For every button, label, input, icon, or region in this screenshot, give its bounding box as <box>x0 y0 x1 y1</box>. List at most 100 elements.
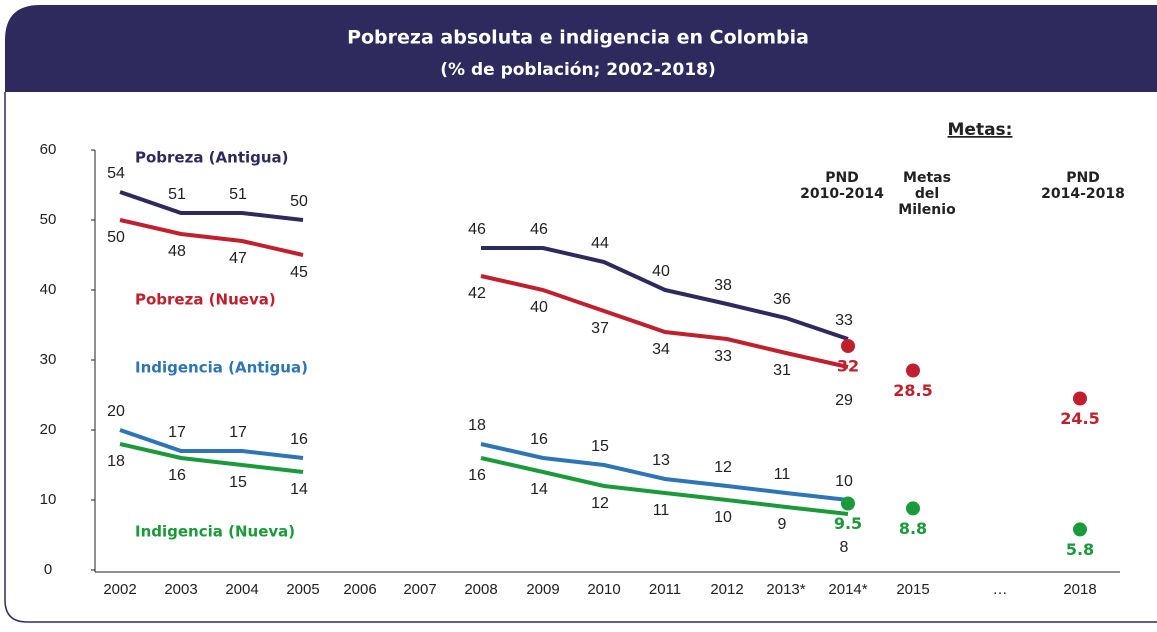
target-label: 28.5 <box>893 381 932 400</box>
series-line <box>119 218 849 369</box>
data-label: 12 <box>591 495 609 512</box>
data-label: 50 <box>107 229 125 246</box>
y-tick-label: 20 <box>40 421 57 438</box>
annotation: Metas <box>903 170 951 186</box>
data-label: 18 <box>107 453 125 470</box>
series-label: Indigencia (Antigua) <box>135 359 308 377</box>
x-tick-label: 2018 <box>1063 581 1096 598</box>
data-label: 31 <box>773 362 791 379</box>
data-label: 33 <box>835 312 853 329</box>
target-dot <box>1073 522 1087 537</box>
chart-subtitle: (% de población; 2002-2018) <box>440 60 716 80</box>
data-label: 51 <box>229 186 247 203</box>
annotation: Milenio <box>898 202 956 218</box>
series-line <box>119 190 849 341</box>
data-label: 16 <box>168 467 186 484</box>
x-tick-label: 2015 <box>896 581 929 598</box>
data-label: 14 <box>290 481 308 498</box>
x-tick-label: 2006 <box>343 581 376 598</box>
x-tick-label: 2007 <box>403 581 436 598</box>
y-tick-label: 50 <box>40 211 57 228</box>
x-tick-label: 2005 <box>286 581 319 598</box>
data-label: 10 <box>835 473 853 490</box>
data-label: 48 <box>168 243 186 260</box>
data-label: 11 <box>774 466 791 483</box>
x-tick-label: 2010 <box>587 581 620 598</box>
y-tick-label: 10 <box>40 491 57 508</box>
x-tick-label: 2012 <box>710 581 743 598</box>
data-label: 40 <box>652 263 670 280</box>
data-label: 36 <box>773 291 791 308</box>
data-label: 18 <box>468 417 486 434</box>
data-label: 15 <box>591 438 609 455</box>
y-tick-label: 0 <box>44 561 52 578</box>
data-label: 54 <box>107 165 125 182</box>
data-label: 17 <box>168 424 186 441</box>
x-tick-label: 2008 <box>464 581 497 598</box>
annotation: 2010-2014 <box>800 186 884 202</box>
data-label: 14 <box>530 481 548 498</box>
target-label: 5.8 <box>1066 540 1094 559</box>
x-tick-label: 2002 <box>103 581 136 598</box>
data-label: 16 <box>290 431 308 448</box>
target-label: 24.5 <box>1060 409 1099 428</box>
target-dot <box>906 501 920 516</box>
data-label: 11 <box>653 502 670 519</box>
data-label: 47 <box>229 250 247 267</box>
data-label: 37 <box>591 320 609 337</box>
annotation: Metas: <box>948 120 1013 140</box>
chart-title: Pobreza absoluta e indigencia en Colombi… <box>347 27 809 49</box>
target-dot <box>841 339 855 353</box>
series-line <box>119 428 849 502</box>
series-line <box>119 442 849 516</box>
x-tick-label: 2011 <box>649 581 681 598</box>
target-label: 8.8 <box>899 519 927 538</box>
data-label: 46 <box>468 221 486 238</box>
data-label: 13 <box>652 452 670 469</box>
annotation: PND <box>1066 170 1100 186</box>
data-label: 8 <box>840 539 849 556</box>
header-band <box>5 5 1157 92</box>
y-tick-label: 30 <box>40 351 57 368</box>
data-label: 50 <box>290 193 308 210</box>
annotation: PND <box>825 170 859 186</box>
data-label: 10 <box>714 509 732 526</box>
data-label: 51 <box>168 186 186 203</box>
x-tick-label: 2004 <box>225 581 258 598</box>
data-label: 34 <box>652 341 670 358</box>
annotation: del <box>915 186 939 202</box>
x-tick-label: 2014* <box>828 581 867 598</box>
data-label: 15 <box>229 474 247 491</box>
series-label: Pobreza (Antigua) <box>135 149 289 167</box>
data-label: 44 <box>591 235 609 252</box>
target-label: 9.5 <box>834 514 862 533</box>
data-label: 9 <box>778 516 787 533</box>
frame <box>4 92 1157 623</box>
target-dot <box>906 363 920 378</box>
target-label: 32 <box>837 357 859 376</box>
target-dot <box>841 496 855 511</box>
data-label: 46 <box>530 221 548 238</box>
series-label: Indigencia (Nueva) <box>135 523 295 541</box>
data-label: 42 <box>468 285 486 302</box>
annotation: 2014-2018 <box>1041 186 1125 202</box>
x-tick-label: 2009 <box>526 581 559 598</box>
data-label: 17 <box>229 424 247 441</box>
data-label: 12 <box>714 459 732 476</box>
series-label: Pobreza (Nueva) <box>135 291 276 309</box>
data-label: 29 <box>835 392 853 409</box>
data-label: 16 <box>530 431 548 448</box>
x-tick-label: 2013* <box>766 581 805 598</box>
x-tick-label: … <box>993 581 1008 598</box>
data-label: 20 <box>107 403 125 420</box>
x-tick-label: 2003 <box>164 581 197 598</box>
y-tick-label: 40 <box>40 281 57 298</box>
target-dot <box>1073 391 1087 406</box>
data-label: 45 <box>290 264 308 281</box>
data-label: 33 <box>714 348 732 365</box>
data-label: 40 <box>530 299 548 316</box>
data-label: 38 <box>714 277 732 294</box>
y-tick-label: 60 <box>40 141 57 158</box>
data-label: 16 <box>468 467 486 484</box>
